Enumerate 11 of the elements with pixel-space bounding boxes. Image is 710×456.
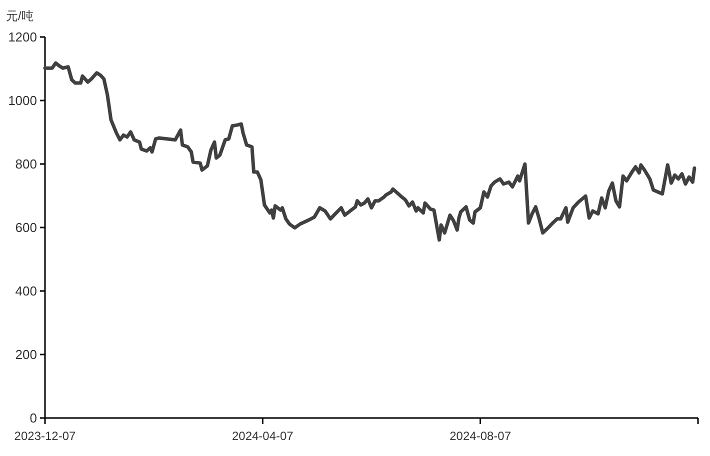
y-tick-label: 400 [15, 284, 37, 298]
x-tick-label: 2023-12-07 [14, 429, 76, 443]
y-tick-label: 600 [15, 220, 37, 235]
x-tick-label: 2024-08-07 [450, 429, 512, 443]
y-tick-label: 800 [15, 156, 37, 172]
x-tick-label: 2024-04-07 [232, 429, 294, 443]
y-tick-label: 1200 [8, 30, 37, 44]
y-tick-label: 0 [30, 410, 37, 426]
y-tick-label: 200 [15, 347, 37, 362]
y-tick-label: 1000 [8, 93, 37, 108]
y-axis-title: 元/吨 [6, 9, 34, 23]
